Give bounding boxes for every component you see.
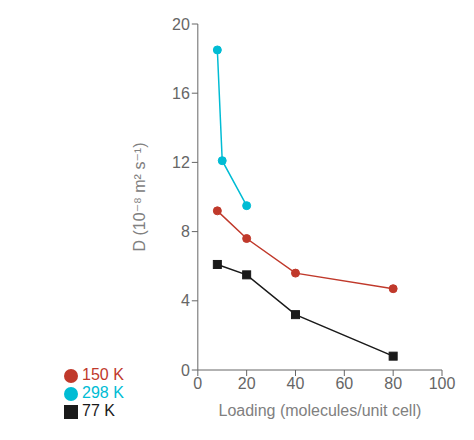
svg-text:Loading (molecules/unit cell): Loading (molecules/unit cell) (219, 402, 422, 419)
svg-text:20: 20 (172, 16, 190, 33)
svg-text:20: 20 (238, 375, 256, 392)
svg-text:100: 100 (429, 375, 456, 392)
svg-text:D (10⁻⁸ m² s⁻¹): D (10⁻⁸ m² s⁻¹) (131, 143, 148, 252)
svg-text:4: 4 (181, 292, 190, 309)
svg-text:12: 12 (172, 154, 190, 171)
html-text:298 K: 298 K (82, 384, 124, 401)
svg-text:80: 80 (384, 375, 402, 392)
svg-text:40: 40 (287, 375, 305, 392)
html-text:150 K: 150 K (82, 366, 124, 383)
html-text:77 K: 77 K (82, 402, 115, 419)
svg-text:60: 60 (335, 375, 353, 392)
svg-text:16: 16 (172, 85, 190, 102)
svg-text:0: 0 (181, 362, 190, 379)
svg-text:8: 8 (181, 223, 190, 240)
svg-text:0: 0 (193, 375, 202, 392)
